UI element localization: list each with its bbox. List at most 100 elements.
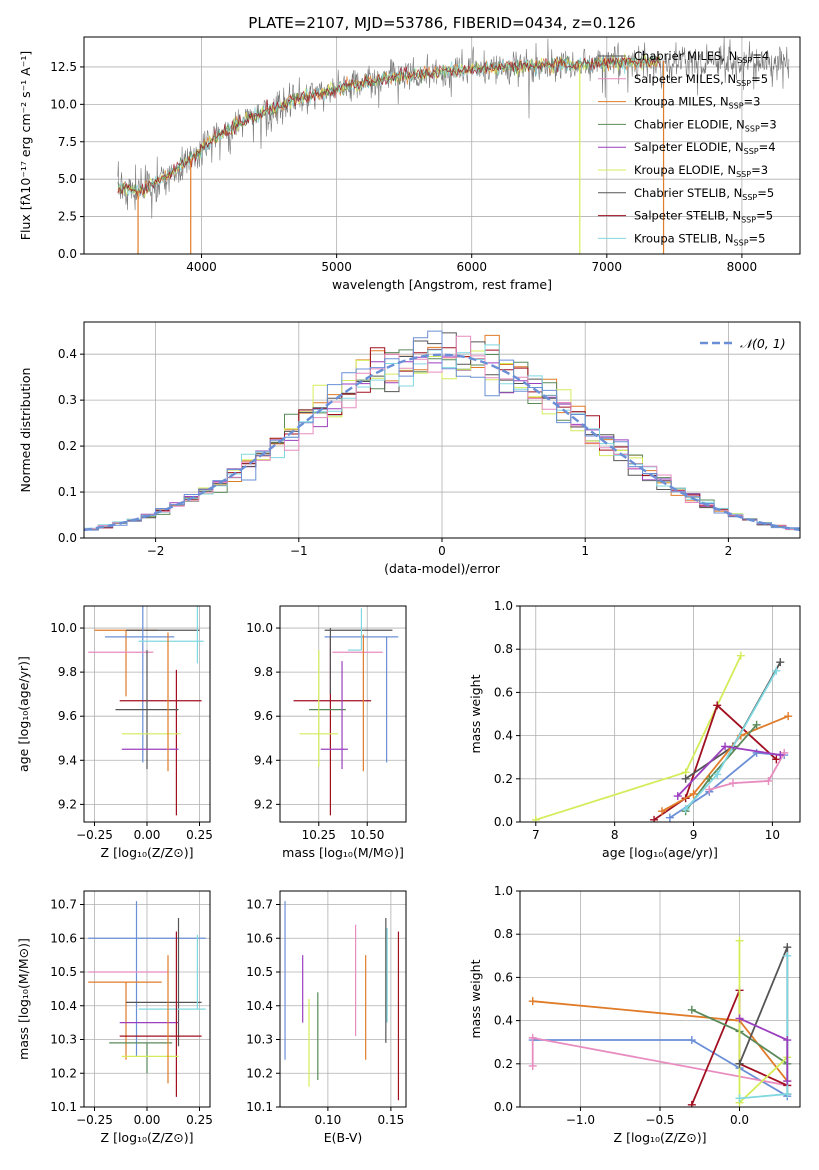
errorbar-point	[293, 636, 372, 816]
x-axis-label: wavelength [Angstrom, rest frame]	[332, 277, 552, 292]
mass-weight-marker	[736, 651, 745, 660]
y-tick-label: 10.5	[246, 965, 273, 979]
x-tick-label: 0.25	[186, 1113, 213, 1127]
errorbar-point	[88, 981, 162, 1060]
x-tick-label: 10.25	[302, 828, 336, 842]
y-tick-label: 0.3	[58, 393, 77, 407]
y-tick-label: 0.1	[58, 485, 77, 499]
mass-weight-marker	[681, 805, 690, 814]
x-tick-label: −2	[147, 544, 165, 558]
mass-weight-marker	[735, 936, 744, 945]
legend-entry: Chabrier STELIB, NSSP=5	[634, 186, 774, 202]
plot-area	[117, 37, 790, 254]
y-tick-label: 0.0	[58, 531, 77, 545]
mass-weight-marker	[687, 1036, 696, 1045]
mass-weight-series	[709, 752, 785, 791]
mass-weight-marker	[776, 658, 785, 667]
y-tick-label: 10.0	[50, 621, 77, 635]
y-tick-label: 0.8	[494, 642, 513, 656]
y-tick-label: 10.6	[246, 931, 273, 945]
mass-weight-marker	[772, 666, 781, 675]
spectrum-model-line	[117, 56, 661, 197]
plot-area	[284, 901, 400, 1101]
axes-layer: 4000 5000 6000 7000 80000.02.55.07.510.012.5…	[16, 36, 801, 1145]
mass-weight-marker	[665, 813, 674, 822]
chart-residuals: −2 −1 0 1 2 0.0 0.1 0.2 0.3 0.4 (data-model)/error…	[18, 321, 801, 576]
x-tick-label: 7	[532, 828, 540, 842]
x-axis-label: age [log₁₀(age/yr)]	[602, 845, 718, 860]
x-axis-label: (data-model)/error	[384, 561, 501, 576]
mass-weight-marker	[735, 1014, 744, 1023]
x-tick-label: 10.50	[350, 828, 384, 842]
y-tick-label: 10.2	[50, 1066, 77, 1080]
y-tick-label: 10.2	[246, 1066, 273, 1080]
legend-entry: Kroupa MILES, NSSP=3	[634, 95, 760, 111]
errorbar-point	[138, 606, 204, 664]
y-tick-label: 10.5	[50, 965, 77, 979]
mass-weight-marker	[528, 1061, 537, 1070]
y-tick-label: 0.2	[494, 1057, 513, 1071]
y-tick-label: 0.2	[494, 772, 513, 786]
legend-entry: Chabrier MILES, NSSP=4	[634, 49, 769, 65]
mass-weight-marker	[783, 951, 792, 960]
x-tick-label: 0.25	[186, 828, 213, 842]
x-axis-label: Z [log₁₀(Z/Z⊙)]	[101, 1130, 194, 1145]
mass-weight-marker	[735, 1059, 744, 1068]
chart-age-vs-mass: 10.25 10.50 9.2 9.4 9.6 9.8 10.0 mass [log₁₀(M/…	[246, 605, 407, 860]
axes-frame	[519, 605, 801, 823]
y-tick-label: 10.4	[246, 999, 273, 1013]
mass-weight-marker	[735, 1094, 744, 1103]
y-tick-label: 9.2	[254, 797, 273, 811]
x-tick-label: −1	[290, 544, 308, 558]
y-tick-label: 10.4	[50, 999, 77, 1013]
y-tick-label: 9.6	[58, 709, 77, 723]
legend-entry: 𝒩(0, 1)	[740, 336, 786, 351]
y-tick-label: 0.0	[494, 1100, 513, 1114]
mass-weight-marker	[728, 779, 737, 788]
y-tick-label: 10.3	[50, 1033, 77, 1047]
mass-weight-marker	[713, 701, 722, 710]
plot-area	[88, 606, 204, 816]
y-tick-label: 0.2	[58, 439, 77, 453]
y-tick-label: 10.6	[50, 931, 77, 945]
y-axis-label: mass weight	[468, 674, 483, 753]
mass-weight-marker	[721, 742, 730, 751]
errorbar-point	[109, 1042, 173, 1074]
y-tick-label: 12.5	[50, 60, 77, 74]
plot-area	[84, 330, 800, 532]
y-axis-label: mass [log₁₀(M/M⊙)]	[16, 938, 31, 1060]
x-tick-label: −1.0	[566, 1113, 595, 1127]
mass-weight-marker	[650, 815, 659, 822]
errorbar-point	[347, 608, 363, 651]
y-tick-label: 0.4	[494, 729, 513, 743]
errorbar-point	[126, 918, 202, 1047]
x-tick-label: 0.15	[378, 1113, 405, 1127]
legend-entry: Kroupa STELIB, NSSP=5	[634, 231, 765, 247]
y-axis-label: Normed distribution	[18, 368, 33, 493]
x-axis-label: mass [log₁₀(M/M⊙)]	[282, 845, 404, 860]
errorbar-point	[138, 934, 206, 1010]
y-tick-label: 10.0	[50, 97, 77, 111]
x-tick-label: 6000	[456, 260, 487, 274]
mass-weight-marker	[681, 774, 690, 783]
x-tick-label: 1	[581, 544, 589, 558]
y-tick-label: 10.7	[246, 898, 273, 912]
y-tick-label: 9.8	[58, 665, 77, 679]
legend-entry: Kroupa ELODIE, NSSP=3	[634, 163, 768, 179]
errorbar-point	[94, 629, 158, 697]
chart-mass-weight-vs-age: 7 8 9 10 0.0 0.2 0.4 0.6 0.8 1.0 age [log₁₀(age/yr…	[468, 599, 801, 860]
mass-weight-marker	[783, 943, 792, 952]
chart-spectrum: 4000 5000 6000 7000 8000 0.0 2.5 5.0 7.5 10.0 12.5…	[18, 36, 801, 292]
mass-weight-series	[535, 655, 742, 821]
x-tick-label: 2	[725, 544, 733, 558]
x-tick-label: 5000	[321, 260, 352, 274]
mass-weight-marker	[713, 770, 722, 779]
y-axis-label: age [log₁₀(age/yr)]	[16, 656, 31, 772]
legend-entry: Chabrier ELODIE, NSSP=3	[634, 117, 777, 133]
legend-entry: Salpeter ELODIE, NSSP=4	[634, 140, 776, 156]
y-tick-label: 9.2	[58, 797, 77, 811]
y-tick-label: 0.6	[494, 685, 513, 699]
plot-area	[531, 651, 793, 822]
mass-weight-marker	[687, 1100, 696, 1107]
spectrum-legend: Chabrier MILES, NSSP=4 Salpeter MILES, NS…	[598, 49, 777, 247]
